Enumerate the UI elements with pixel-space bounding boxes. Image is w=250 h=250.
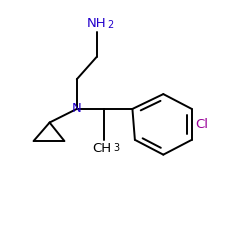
Text: CH: CH: [92, 142, 111, 155]
Text: N: N: [72, 102, 82, 116]
Text: 2: 2: [107, 20, 113, 30]
Text: NH: NH: [87, 17, 106, 30]
Text: 3: 3: [114, 143, 119, 153]
Text: Cl: Cl: [196, 118, 208, 131]
